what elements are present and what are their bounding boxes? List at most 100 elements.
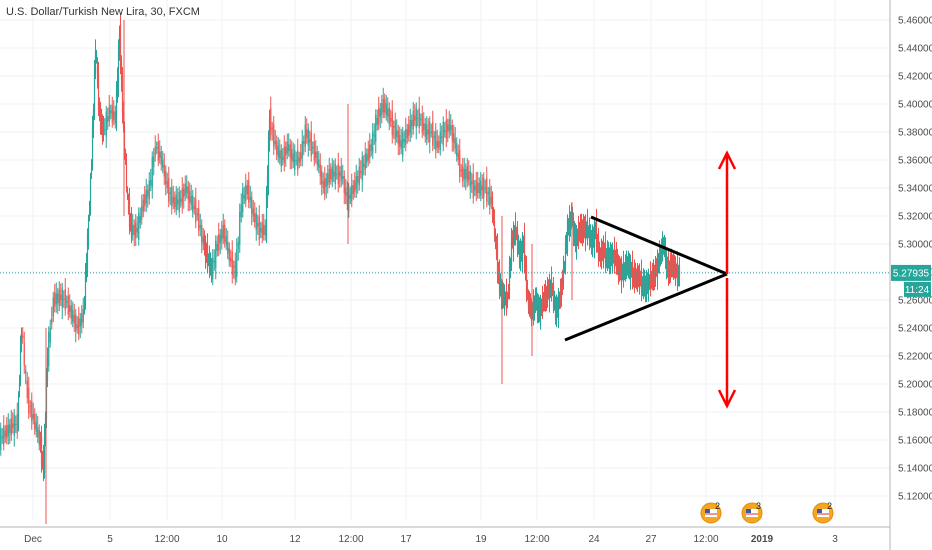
candle-body <box>450 125 452 131</box>
candle-body <box>98 103 101 116</box>
candle-body <box>454 138 456 149</box>
candle-body <box>206 244 209 269</box>
candle-body <box>75 314 77 332</box>
candle-body <box>492 215 495 221</box>
candle-body <box>519 246 522 266</box>
candle-body <box>22 335 24 338</box>
x-tick-label: 10 <box>216 534 228 545</box>
candle-body <box>602 240 605 263</box>
candle-body <box>614 255 617 261</box>
candle-body <box>54 292 56 307</box>
candle-body <box>480 180 482 196</box>
candle-body <box>342 175 344 180</box>
candle-body <box>426 124 428 140</box>
candle-body <box>99 110 102 130</box>
candle-body <box>268 118 271 146</box>
candle-body <box>409 119 411 134</box>
candle-body <box>288 144 290 152</box>
candle-body <box>661 242 664 257</box>
candle-body <box>674 261 677 281</box>
y-tick-label: 5.16000 <box>898 436 932 447</box>
candle-body <box>524 260 527 270</box>
candle-body <box>304 124 306 147</box>
candle-body <box>236 249 238 278</box>
candle-body <box>620 261 623 283</box>
candle-body <box>593 223 596 248</box>
candle-body <box>58 289 60 306</box>
candle-body <box>81 313 83 326</box>
candle-body <box>349 195 351 199</box>
candle-body <box>373 134 375 137</box>
candle-body <box>38 429 40 445</box>
candle-body <box>201 224 203 243</box>
candle-body <box>63 298 65 300</box>
candle-body <box>282 156 284 160</box>
candle-body <box>212 257 214 280</box>
candle-body <box>100 119 103 127</box>
candle-body <box>64 289 66 311</box>
candle-body <box>93 68 96 112</box>
candle-body <box>541 296 544 314</box>
candle-body <box>621 272 624 273</box>
x-tick-label: 12:00 <box>154 534 179 545</box>
up-arrow-head[interactable] <box>717 150 737 170</box>
candle-body <box>364 153 366 171</box>
candle-body <box>512 226 515 251</box>
candle-body <box>286 141 288 154</box>
down-arrow-head[interactable] <box>717 389 737 409</box>
x-tick-label: 3 <box>832 534 838 545</box>
event-badges[interactable]: 2 3 2 <box>700 501 834 524</box>
candle-body <box>82 308 84 323</box>
candle-body <box>360 171 362 174</box>
candle-body <box>189 190 191 203</box>
y-tick-label: 5.34000 <box>898 184 932 195</box>
candle-body <box>626 261 629 271</box>
candle-body <box>337 163 339 185</box>
candle-body <box>628 264 631 272</box>
triangle-lower-line[interactable] <box>564 272 728 342</box>
candle-body <box>557 293 560 318</box>
candle-body <box>534 295 537 308</box>
candle-body <box>665 254 668 269</box>
candle-body <box>325 178 327 188</box>
candle-body <box>151 156 153 188</box>
candle-body <box>78 317 80 335</box>
candle-body <box>631 261 634 284</box>
candle-body <box>322 181 324 188</box>
candle-body <box>636 271 639 287</box>
candle-body <box>494 233 497 244</box>
candle-body <box>660 246 663 259</box>
candle-body <box>32 413 34 419</box>
y-tick-label: 5.18000 <box>898 408 932 419</box>
candle-body <box>312 146 314 149</box>
candle-body <box>231 251 233 276</box>
candle-body <box>462 166 464 182</box>
candle-body <box>672 260 675 275</box>
candle-body <box>23 342 25 366</box>
candle-body <box>424 123 426 138</box>
candle-body <box>251 196 253 215</box>
candle-body <box>670 259 673 272</box>
candle-body <box>336 174 338 175</box>
candle-body <box>576 237 579 241</box>
candle-body <box>101 119 104 134</box>
candle-body <box>34 413 36 430</box>
candle-body <box>569 216 572 226</box>
candle-body <box>132 224 134 236</box>
candle-body <box>639 279 642 281</box>
triangle-upper-line[interactable] <box>590 215 728 276</box>
candle-body <box>546 285 549 303</box>
candle-body <box>427 129 429 135</box>
candle-body <box>447 124 449 132</box>
candle-body <box>331 166 333 182</box>
candle-body <box>539 300 542 325</box>
candle-body <box>310 132 312 157</box>
candle-body <box>400 139 402 149</box>
candle-body <box>303 140 305 145</box>
candle-body <box>366 153 368 163</box>
candle-body <box>246 185 248 195</box>
candle-body <box>403 139 405 143</box>
